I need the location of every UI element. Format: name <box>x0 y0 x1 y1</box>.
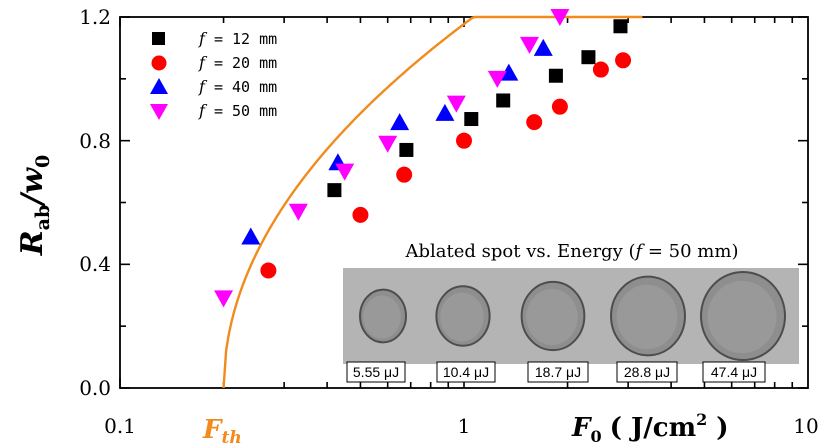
x-tick-label-1: 1 <box>458 414 471 438</box>
data-point-s2-2 <box>390 113 410 131</box>
inset-label-box-2 <box>527 361 589 383</box>
inset-title-prefix: Ablated spot vs. Energy ( <box>405 241 636 262</box>
legend-text-12mm: = 12 mm <box>205 30 277 48</box>
inset-spot-core-4 <box>707 280 777 354</box>
x-axis-label: F0 ( J/cm2 ) <box>571 410 729 445</box>
legend-marker-50mm <box>150 104 168 120</box>
data-point-s0-1 <box>399 142 414 157</box>
legend-entry-40mm: f = 40 mm <box>198 77 277 96</box>
legend: f = 12 mm f = 20 mm f = 40 mm f = 50 mm <box>150 29 277 120</box>
legend-marker-12mm <box>152 32 165 45</box>
x-label-close: ) <box>707 413 728 443</box>
y-axis-label: Rab/w0 <box>15 155 54 257</box>
data-point-s3-5 <box>487 70 507 88</box>
inset-spot-core-1 <box>440 292 484 342</box>
data-point-s1-4 <box>526 114 543 131</box>
legend-text-20mm: = 20 mm <box>205 54 277 72</box>
inset-title-suffix: = 50 mm) <box>642 241 738 262</box>
data-point-s1-7 <box>615 52 632 69</box>
legend-marker-20mm <box>151 55 167 71</box>
threshold-label: Fth <box>202 415 242 445</box>
y-label-r: R <box>15 230 50 256</box>
x-label-units: ( J/cm <box>610 413 697 443</box>
x-tick-label-0: 0.1 <box>104 414 136 438</box>
data-point-s0-4 <box>548 68 563 83</box>
data-point-s2-0 <box>241 227 261 245</box>
y-tick-label-2: 0.8 <box>79 129 111 153</box>
data-point-s3-7 <box>550 9 570 26</box>
y-label-w-sub: 0 <box>32 155 54 168</box>
data-point-s3-4 <box>446 95 466 113</box>
data-point-s1-5 <box>551 98 568 115</box>
data-point-s0-6 <box>613 19 628 34</box>
y-label-w: w <box>15 167 50 194</box>
inset-label-4: 47.4 μJ <box>711 364 757 380</box>
legend-f-40mm: f <box>198 77 208 96</box>
axis-ticks <box>119 16 808 389</box>
data-point-s1-0 <box>260 262 277 279</box>
data-point-s2-5 <box>533 38 553 56</box>
inset-label-box-0 <box>346 361 406 383</box>
x-label-f: F <box>571 413 592 443</box>
inset-label-box-1 <box>436 361 496 383</box>
inset-label-box-3 <box>616 361 678 383</box>
data-point-s3-3 <box>378 135 398 153</box>
legend-f-12mm: f <box>198 29 208 48</box>
y-tick-label-0: 0.0 <box>79 376 111 400</box>
x-tick-label-2: 10 <box>793 414 818 438</box>
y-tick-label-1: 0.4 <box>79 252 111 276</box>
inset: Ablated spot vs. Energy (f = 50 mm) 5.55… <box>343 241 799 383</box>
data-point-s3-6 <box>519 36 539 54</box>
inset-label-2: 18.7 μJ <box>535 364 581 380</box>
data-point-s1-3 <box>456 132 472 149</box>
legend-entry-50mm: f = 50 mm <box>198 101 277 120</box>
threshold-label-f: F <box>202 415 223 445</box>
y-label-sep: / <box>15 191 50 208</box>
legend-text-50mm: = 50 mm <box>205 102 277 120</box>
inset-label-1: 10.4 μJ <box>443 364 489 380</box>
data-markers <box>214 9 632 308</box>
threshold-label-sub: th <box>221 428 241 445</box>
inset-spots <box>359 271 786 361</box>
inset-spot-core-3 <box>616 284 678 350</box>
x-label-units-sup: 2 <box>696 410 707 429</box>
inset-label-box-4 <box>702 361 766 383</box>
inset-title: Ablated spot vs. Energy (f = 50 mm) <box>405 241 739 262</box>
legend-marker-40mm <box>150 78 168 94</box>
y-tick-label-3: 1.2 <box>79 5 111 29</box>
data-point-s3-2 <box>335 163 355 181</box>
inset-spot-core-2 <box>526 289 578 345</box>
data-point-s1-6 <box>592 61 609 78</box>
legend-f-20mm: f <box>198 53 208 72</box>
inset-label-0: 5.55 μJ <box>353 364 399 380</box>
data-point-s0-2 <box>464 112 479 127</box>
fit-curve <box>222 15 643 389</box>
data-point-s2-3 <box>435 103 455 121</box>
inset-spot-core-0 <box>363 295 401 339</box>
y-label-r-sub: ab <box>32 205 54 231</box>
data-point-s2-4 <box>499 63 519 81</box>
data-point-s3-1 <box>288 203 308 221</box>
data-point-s1-1 <box>352 206 369 223</box>
data-point-s1-2 <box>396 166 413 183</box>
legend-entry-20mm: f = 20 mm <box>198 53 277 72</box>
data-point-s3-0 <box>214 290 234 308</box>
legend-text-40mm: = 40 mm <box>205 78 277 96</box>
data-point-s0-5 <box>581 50 596 65</box>
legend-f-50mm: f <box>198 101 208 120</box>
data-point-s0-0 <box>327 183 342 198</box>
x-label-f-sub: 0 <box>590 427 601 445</box>
data-point-s0-3 <box>496 93 511 108</box>
legend-entry-12mm: f = 12 mm <box>198 29 277 48</box>
inset-label-3: 28.8 μJ <box>624 364 670 380</box>
